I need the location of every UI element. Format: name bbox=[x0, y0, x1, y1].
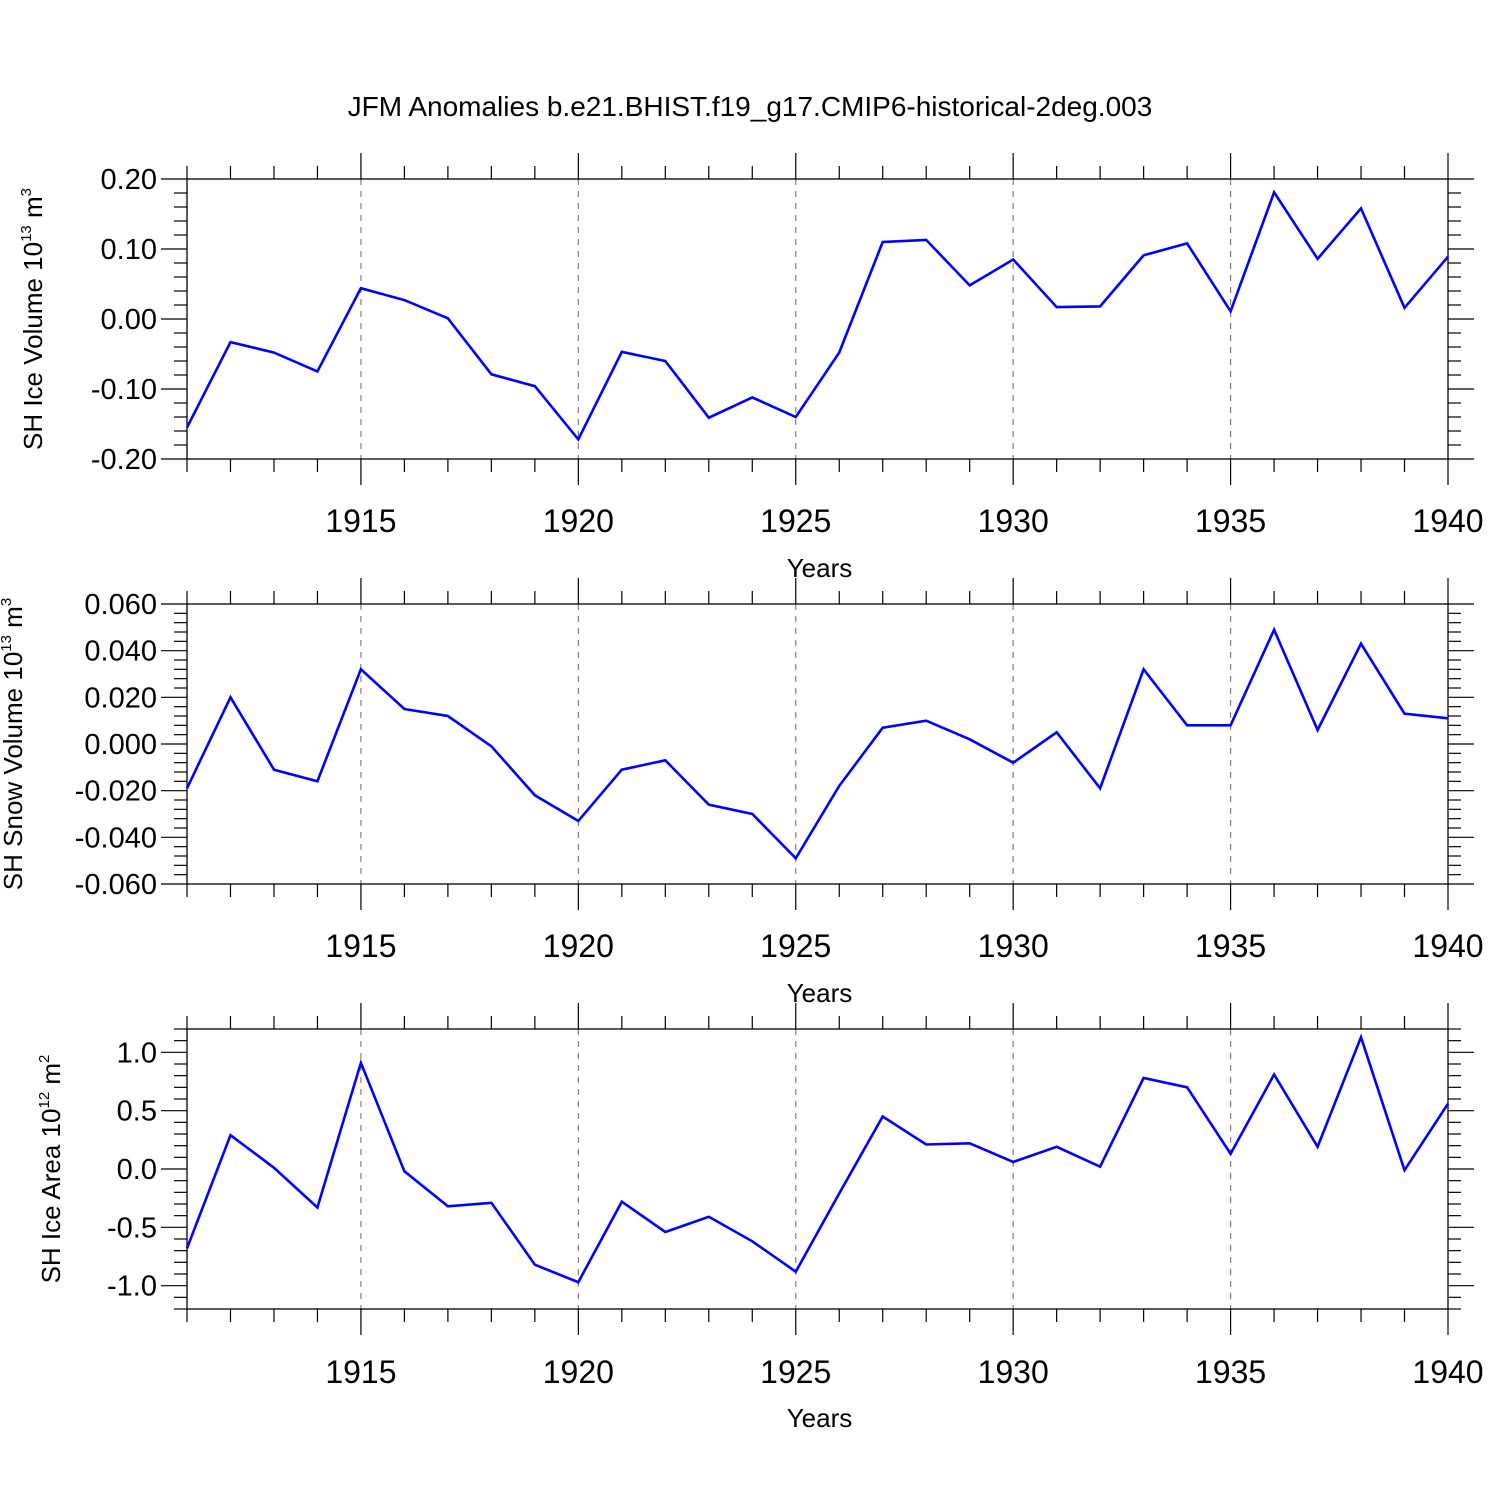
x-tick-label: 1915 bbox=[325, 928, 396, 964]
x-tick-label: 1935 bbox=[1195, 928, 1266, 964]
series-line bbox=[185, 626, 1449, 861]
x-tick-label: 1930 bbox=[978, 1354, 1049, 1390]
y-axis-label-unit-sup: 2 bbox=[36, 1055, 53, 1063]
y-axis-label-sup: 13 bbox=[18, 225, 35, 242]
y-tick-label: 0.060 bbox=[84, 589, 157, 621]
panel-3: -1.0 -0.5 0.0 0.5 1.0 1915 1920 1925 1930 1935 194… bbox=[36, 1003, 1484, 1433]
y-axis-label-unit: m bbox=[18, 196, 48, 225]
panel-1: -0.20 -0.10 0.00 0.10 0.20 1915 1920 1925 1930 19… bbox=[18, 153, 1484, 583]
x-axis-label: Years bbox=[787, 553, 853, 583]
x-tick-label: 1920 bbox=[543, 928, 614, 964]
y-tick-label: 0.020 bbox=[84, 682, 157, 714]
y-axis-label-text: SH Ice Volume 10 bbox=[18, 242, 48, 450]
series-line bbox=[185, 1033, 1450, 1284]
y-tick-label: 0.000 bbox=[84, 729, 157, 761]
x-tick-label: 1915 bbox=[325, 1354, 396, 1390]
x-tick-label: 1940 bbox=[1412, 503, 1483, 539]
x-tick-label: 1925 bbox=[760, 1354, 831, 1390]
series-line bbox=[185, 189, 1449, 442]
y-tick-label: 0.040 bbox=[84, 636, 157, 668]
y-axis-label-unit-sup: 3 bbox=[18, 188, 35, 196]
y-axis-label: SH Ice Area 1012 m2 bbox=[36, 1055, 66, 1284]
y-tick-label: 0.0 bbox=[117, 1154, 157, 1186]
y-tick-label: -0.060 bbox=[75, 869, 157, 901]
y-tick-label: 0.00 bbox=[101, 304, 157, 336]
y-axis-label-unit: m bbox=[0, 606, 28, 635]
y-tick-label: -0.040 bbox=[75, 822, 157, 854]
y-axis-label-unit-sup: 3 bbox=[0, 598, 15, 606]
x-tick-label: 1935 bbox=[1195, 503, 1266, 539]
x-tick-label: 1930 bbox=[978, 928, 1049, 964]
figure-title: JFM Anomalies b.e21.BHIST.f19_g17.CMIP6-… bbox=[348, 91, 1153, 122]
x-tick-label: 1930 bbox=[978, 503, 1049, 539]
x-tick-label: 1940 bbox=[1412, 928, 1483, 964]
y-axis-label-sup: 13 bbox=[0, 635, 15, 652]
plot-frame bbox=[186, 1028, 1449, 1310]
x-axis-label: Years bbox=[787, 1403, 853, 1433]
y-axis-label: SH Snow Volume 1013 m3 bbox=[0, 598, 28, 890]
y-tick-label: -0.5 bbox=[107, 1212, 157, 1244]
x-tick-label: 1915 bbox=[325, 503, 396, 539]
x-tick-label: 1940 bbox=[1412, 1354, 1483, 1390]
y-tick-label: -0.10 bbox=[91, 374, 157, 406]
panel-2: -0.060 -0.040 -0.020 0.000 0.020 0.040 0.060 19… bbox=[0, 578, 1484, 1008]
x-tick-label: 1925 bbox=[760, 928, 831, 964]
plot-frame bbox=[186, 178, 1449, 460]
y-axis-label-text: SH Ice Area 10 bbox=[36, 1109, 66, 1284]
y-tick-label: -0.020 bbox=[75, 776, 157, 808]
y-tick-label: 0.20 bbox=[101, 164, 157, 196]
x-tick-label: 1925 bbox=[760, 503, 831, 539]
y-axis-label-sup: 12 bbox=[36, 1092, 53, 1109]
plot-frame bbox=[186, 603, 1449, 885]
x-tick-label: 1935 bbox=[1195, 1354, 1266, 1390]
y-tick-label: 1.0 bbox=[117, 1037, 157, 1069]
y-tick-label: -1.0 bbox=[107, 1271, 157, 1303]
x-tick-label: 1920 bbox=[543, 503, 614, 539]
y-tick-label: -0.20 bbox=[91, 444, 157, 476]
y-tick-label: 0.10 bbox=[101, 234, 157, 266]
y-axis-label-text: SH Snow Volume 10 bbox=[0, 652, 28, 890]
x-tick-label: 1920 bbox=[543, 1354, 614, 1390]
y-axis-label-unit: m bbox=[36, 1063, 66, 1092]
y-tick-label: 0.5 bbox=[117, 1096, 157, 1128]
y-axis-label: SH Ice Volume 1013 m3 bbox=[18, 188, 48, 450]
x-axis-label: Years bbox=[787, 978, 853, 1008]
